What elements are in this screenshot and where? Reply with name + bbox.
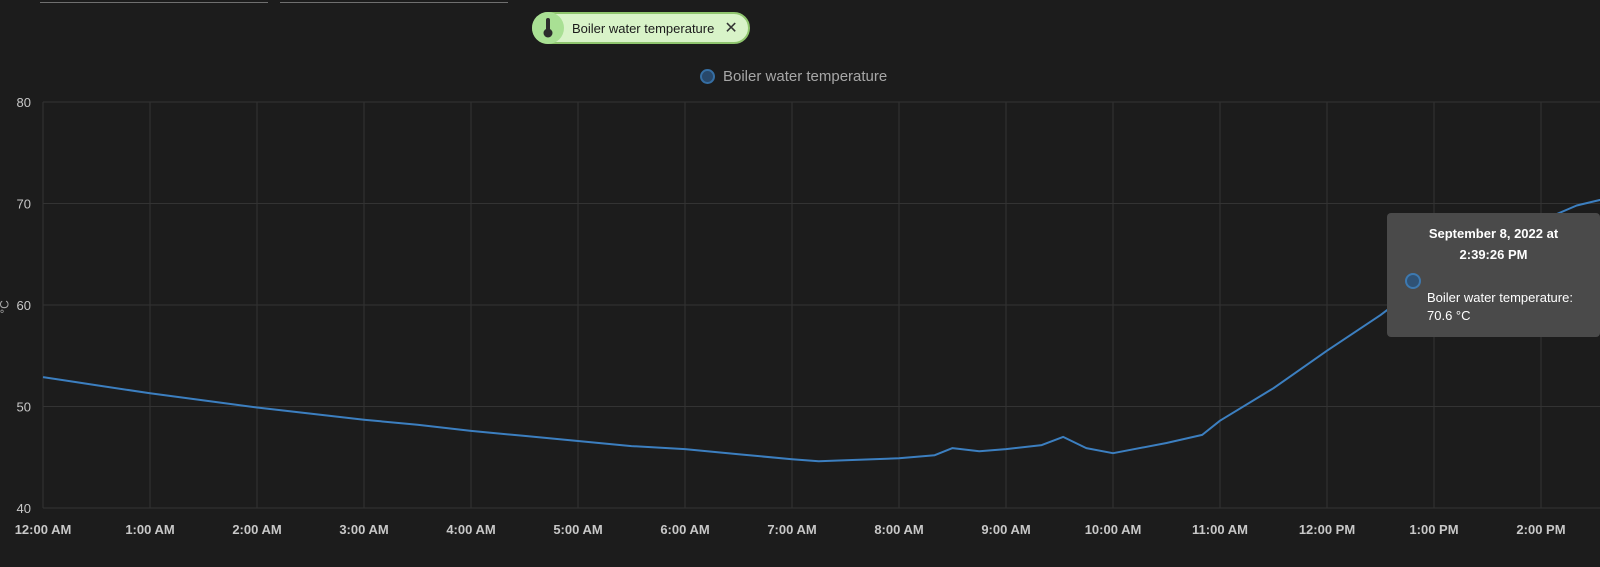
x-tick-label: 7:00 AM: [767, 522, 816, 537]
tooltip-value: 70.6 °C: [1427, 308, 1471, 323]
x-tick-label: 12:00 PM: [1299, 522, 1355, 537]
tooltip-series-name: Boiler water temperature:: [1427, 290, 1573, 305]
tooltip-swatch: [1405, 273, 1421, 289]
x-tick-label: 1:00 AM: [125, 522, 174, 537]
y-tick-label: 80: [17, 95, 31, 110]
y-tick-label: 60: [17, 298, 31, 313]
x-tick-label: 2:00 AM: [232, 522, 281, 537]
x-tick-label: 5:00 AM: [553, 522, 602, 537]
chart-tooltip: September 8, 2022 at 2:39:26 PM Boiler w…: [1387, 213, 1600, 337]
x-tick-label: 2:00 PM: [1516, 522, 1565, 537]
legend-swatch: [700, 69, 715, 84]
y-tick-label: 40: [17, 501, 31, 516]
series-line: [42, 198, 1600, 463]
entity-chip[interactable]: Boiler water temperature ✕: [532, 12, 750, 44]
close-icon[interactable]: ✕: [724, 20, 738, 37]
x-tick-label: 11:00 AM: [1192, 522, 1248, 537]
thermometer-icon: [532, 12, 564, 44]
x-tick-label: 9:00 AM: [981, 522, 1030, 537]
x-tick-label: 3:00 AM: [339, 522, 388, 537]
y-tick-label: 70: [17, 197, 31, 212]
legend-label: Boiler water temperature: [723, 68, 888, 85]
x-tick-label: 12:00 AM: [15, 522, 72, 537]
y-tick-label: 50: [17, 400, 31, 415]
filter-field-underline-right[interactable]: [280, 2, 508, 3]
entity-chip-label: Boiler water temperature: [572, 20, 715, 36]
x-tick-label: 10:00 AM: [1085, 522, 1142, 537]
x-tick-label: 4:00 AM: [446, 522, 495, 537]
x-tick-label: 1:00 PM: [1409, 522, 1458, 537]
tooltip-title: September 8, 2022 at 2:39:26 PM: [1428, 226, 1559, 262]
x-tick-label: 6:00 AM: [660, 522, 709, 537]
filter-field-underline-left[interactable]: [40, 2, 268, 3]
x-tick-label: 8:00 AM: [874, 522, 923, 537]
chart-legend[interactable]: Boiler water temperature: [700, 68, 887, 85]
